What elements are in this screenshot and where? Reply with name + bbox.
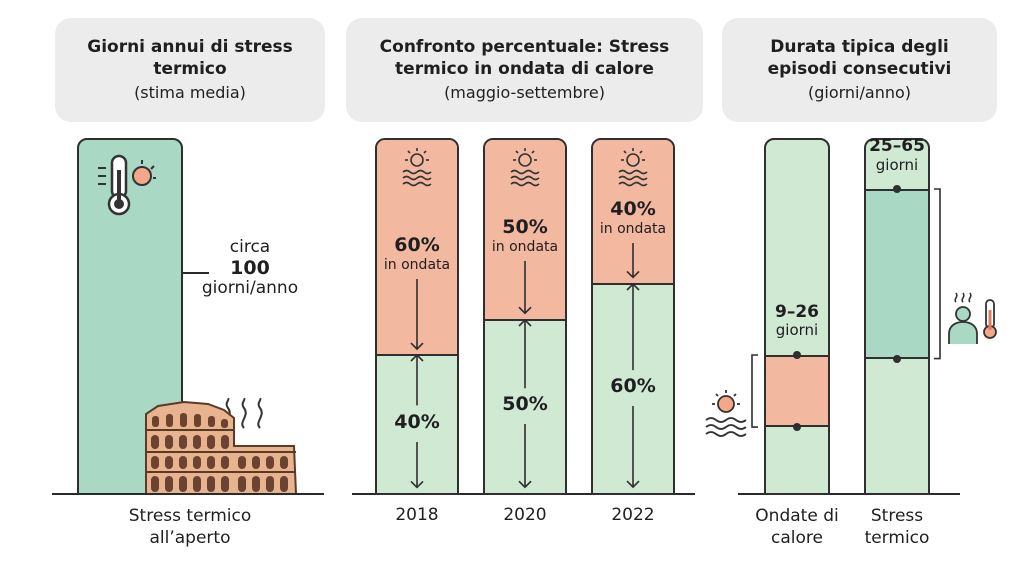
days-annotation-unit: giorni/anno <box>201 278 299 299</box>
range-unit: giorni <box>875 155 919 174</box>
range-bracket-path <box>934 188 941 360</box>
panel1-category-label: Stress termico all’aperto <box>128 506 252 548</box>
sun-waves-icon-sun <box>410 153 424 167</box>
rest-arrow-up-head <box>410 354 424 362</box>
range-label: 25–65 giorni <box>852 137 942 174</box>
duration-category-label: Ondate di calore <box>755 506 839 548</box>
range-max-dot <box>893 185 901 194</box>
year-label: 2020 <box>503 505 547 525</box>
ondata-arrow <box>626 243 640 279</box>
ondata-arrow-head <box>626 271 640 279</box>
ondata-value: 40% <box>610 198 656 221</box>
duration-range <box>866 189 928 359</box>
rest-value: 60% <box>610 374 656 397</box>
rest-arrow-down-head <box>518 480 532 489</box>
sun-waves-icon-wave <box>510 169 540 175</box>
thermometer-sun-icon <box>98 154 156 216</box>
sun-waves-icon-ray <box>639 150 643 154</box>
range-min-dot <box>893 355 901 363</box>
duration-bar-bg <box>764 138 830 495</box>
ondata-value: 50% <box>502 216 548 239</box>
panel3-header: Durata tipica degli episodi consecutivi … <box>722 18 997 122</box>
person-heat-icon <box>948 292 997 344</box>
panel3-title: Durata tipica degli episodi consecutivi <box>767 37 952 79</box>
sun-waves-icon <box>402 148 432 187</box>
year-label: 2022 <box>611 505 655 525</box>
duration-range <box>766 354 828 427</box>
annotation-connector <box>183 272 209 274</box>
sun-waves-icon-sun <box>626 153 640 167</box>
range-value: 9–26 <box>775 301 819 322</box>
rest-value: 40% <box>394 410 440 433</box>
rest-arrow-down <box>626 405 640 489</box>
rest-arrow-up-head <box>626 282 640 291</box>
sun-waves-icon <box>618 148 648 187</box>
ondata-text: in ondata <box>491 239 559 256</box>
range-bracket <box>751 353 758 428</box>
sun-waves-icon-wave <box>402 175 432 181</box>
panel2-subtitle: (maggio-settembre) <box>444 83 605 102</box>
sun-waves-icon-ray <box>531 150 535 154</box>
range-bracket <box>934 188 941 360</box>
range-bracket-path <box>751 353 758 428</box>
panel3-subtitle: (giorni/anno) <box>807 83 912 102</box>
panel1-subtitle: (stima media) <box>134 83 246 102</box>
rest-arrow-up <box>626 282 640 370</box>
sun-waves-icon-ray <box>407 150 411 154</box>
ondata-text: in ondata <box>383 256 451 273</box>
range-min-dot <box>793 422 801 431</box>
year-label: 2018 <box>395 505 439 525</box>
range-max-dot <box>793 350 801 359</box>
sun-waves-icon-wave <box>402 169 432 175</box>
duration-category-label: Stress termico <box>864 506 930 548</box>
days-annotation-value: 100 <box>230 256 270 279</box>
days-annotation: circa 100 giorni/anno <box>190 237 310 299</box>
rest-value: 50% <box>502 392 548 415</box>
sun-waves-icon-sun <box>518 153 532 167</box>
rest-arrow-up-head <box>518 318 532 327</box>
rest-arrow-down-head <box>626 480 640 489</box>
sun-waves-icon-ray <box>515 150 519 154</box>
sun-waves-icon-wave <box>510 181 540 187</box>
rest-arrow-down <box>518 423 532 489</box>
ondata-label: 40% in ondata <box>588 198 678 238</box>
sun-waves-icon-wave <box>510 175 540 181</box>
panel2-header: Confronto percentuale: Stress termico in… <box>346 18 703 122</box>
sun-waves-icon <box>510 148 540 187</box>
stacked-bar-2022 <box>591 138 675 495</box>
range-value: 25–65 <box>869 136 925 157</box>
ondata-value: 60% <box>394 234 440 257</box>
ondata-arrow <box>518 261 532 315</box>
ondata-arrow-head <box>518 306 532 315</box>
days-annotation-prefix: circa <box>229 237 271 257</box>
sun-waves-icon-wave <box>618 181 648 187</box>
ondata-label: 50% in ondata <box>480 216 570 256</box>
rest-arrow-down <box>410 441 424 489</box>
sun-waves-icon-wave <box>402 181 432 187</box>
rest-arrow-up <box>518 318 532 388</box>
panel1-header: Giorni annui di stress termico (stima me… <box>55 18 325 122</box>
panel2-title: Confronto percentuale: Stress termico in… <box>379 37 670 79</box>
ondata-arrow <box>410 279 424 351</box>
rest-arrow-down-head <box>410 480 424 489</box>
sun-waves-icon-wave <box>618 175 648 181</box>
sun-waves-icon-ray <box>623 150 627 154</box>
panel1-title: Giorni annui di stress termico <box>87 37 293 79</box>
panel3-baseline <box>738 493 960 495</box>
panel1-baseline <box>52 493 324 495</box>
ondata-arrow-head <box>410 342 424 351</box>
sun-waves-icon <box>705 390 747 437</box>
colosseum-icon <box>145 400 298 494</box>
range-unit: giorni <box>775 321 819 340</box>
sun-waves-icon-ray <box>423 150 427 154</box>
rest-arrow-up <box>410 354 424 406</box>
outdoor-stress-bar <box>77 138 183 495</box>
sun-waves-icon-wave <box>618 169 648 175</box>
range-label: 9–26 giorni <box>752 301 842 340</box>
ondata-label: 60% in ondata <box>372 234 462 273</box>
ondata-text: in ondata <box>599 221 667 238</box>
